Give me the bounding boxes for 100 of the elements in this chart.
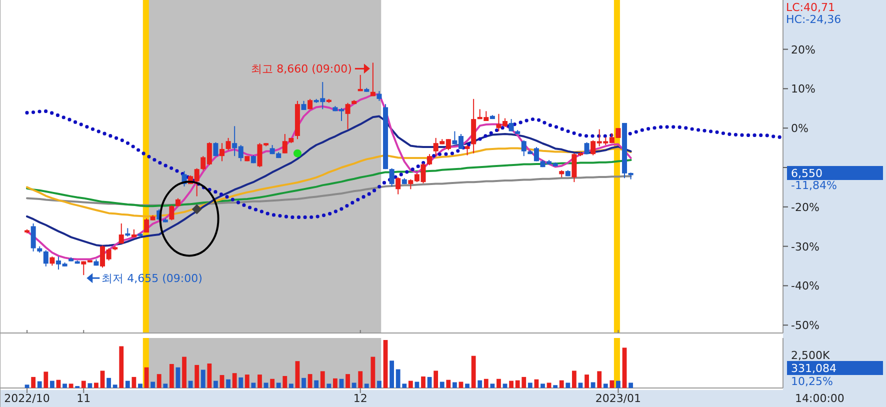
- candlestick: [30, 222, 36, 252]
- bar: [62, 384, 67, 388]
- bar: [358, 371, 363, 388]
- bar: [465, 384, 470, 388]
- bar: [156, 374, 162, 388]
- candlestick: [50, 256, 55, 266]
- bar: [138, 384, 142, 388]
- bar: [44, 372, 48, 388]
- bar: [377, 380, 382, 388]
- bar: [188, 380, 193, 388]
- bar: [37, 381, 42, 388]
- bar: [207, 364, 212, 388]
- y-tick-label: -50%: [791, 319, 820, 332]
- y-tick-label: 10%: [791, 82, 816, 96]
- bar: [31, 376, 36, 388]
- bar: [559, 380, 564, 388]
- bar: [150, 382, 156, 388]
- bar: [308, 374, 312, 388]
- candlestick: [521, 140, 526, 157]
- bar: [94, 382, 98, 388]
- y-tick-label: -30%: [791, 240, 820, 254]
- bar: [244, 374, 250, 388]
- bar: [346, 374, 350, 388]
- bar: [452, 382, 457, 388]
- bar: [546, 382, 552, 388]
- candlestick: [464, 144, 470, 156]
- y-tick-label: -40%: [791, 280, 820, 293]
- bar: [258, 374, 262, 388]
- bar: [282, 376, 288, 388]
- bar: [232, 373, 237, 388]
- text: -11,84%: [791, 179, 837, 192]
- x-tick-label: 12: [353, 392, 368, 405]
- x-tick-label: 2022/10: [4, 392, 50, 405]
- line-series: [25, 109, 784, 219]
- text: 2,500K: [791, 349, 830, 362]
- candlestick: [118, 222, 124, 244]
- bar: [200, 370, 206, 388]
- bar: [496, 378, 501, 388]
- bar: [622, 348, 627, 388]
- bar: [440, 382, 444, 388]
- y-tick-label: 20%: [791, 43, 816, 56]
- bar: [226, 379, 230, 388]
- bar: [490, 384, 495, 388]
- text: 14:00:00: [795, 392, 844, 405]
- bar: [364, 384, 369, 388]
- bar: [169, 364, 174, 388]
- bar: [220, 375, 224, 388]
- candlestick: [389, 168, 394, 187]
- candlestick: [226, 137, 231, 151]
- bar: [528, 382, 532, 388]
- bar: [264, 382, 268, 388]
- bar: [471, 356, 476, 388]
- bar: [302, 378, 306, 388]
- bar: [100, 370, 105, 388]
- bar: [24, 384, 30, 388]
- candlestick: [396, 176, 401, 195]
- bar: [320, 371, 325, 388]
- bar: [214, 380, 218, 388]
- text: 6,550: [791, 167, 822, 180]
- candlestick: [370, 62, 376, 97]
- candlestick: [220, 142, 224, 162]
- bar: [81, 380, 86, 388]
- candlestick: [508, 118, 514, 132]
- bar: [590, 382, 596, 388]
- bar: [182, 356, 186, 388]
- candlestick: [376, 90, 382, 102]
- bar: [603, 384, 608, 388]
- bar: [112, 384, 118, 388]
- candlestick: [427, 154, 432, 166]
- bar: [176, 367, 180, 388]
- text: LC:40,71: [786, 1, 836, 14]
- bar: [132, 376, 136, 388]
- bar: [163, 384, 168, 388]
- bar: [566, 382, 570, 388]
- text: 10,25%: [791, 375, 833, 388]
- bar: [119, 346, 124, 388]
- bar: [597, 371, 602, 388]
- bar: [434, 370, 438, 388]
- candlestick: [43, 250, 48, 267]
- bar: [314, 380, 319, 388]
- y-tick-label: -20%: [791, 200, 820, 214]
- bar: [326, 384, 332, 388]
- bar: [50, 380, 54, 388]
- candlestick: [358, 74, 363, 92]
- bar: [88, 383, 92, 388]
- bar: [421, 376, 426, 388]
- line-series: [26, 115, 632, 247]
- line-series: [26, 93, 632, 260]
- bar: [276, 382, 281, 388]
- candlestick: [169, 204, 174, 221]
- bar: [295, 361, 300, 388]
- bar: [502, 384, 508, 388]
- x-tick-label: 2023/01: [595, 392, 642, 405]
- y-tick-label: 0%: [791, 122, 808, 136]
- bar: [125, 380, 130, 388]
- bar: [584, 374, 589, 388]
- bar: [509, 380, 514, 388]
- candlestick: [301, 100, 306, 110]
- bar: [540, 384, 545, 388]
- bar: [427, 376, 432, 388]
